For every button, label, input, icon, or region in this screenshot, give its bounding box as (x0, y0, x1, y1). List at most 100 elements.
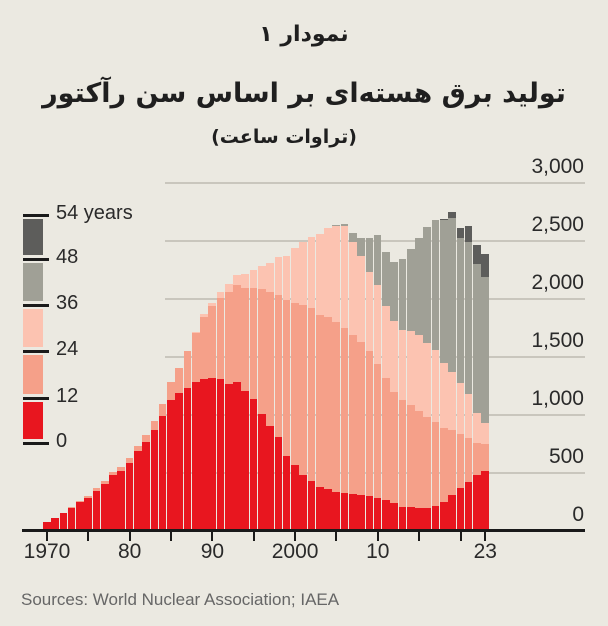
bar-segment (249, 270, 258, 288)
bar-segment (406, 331, 415, 406)
bar-segment (167, 400, 175, 530)
bar-segment (415, 410, 423, 508)
bar-segment (439, 362, 448, 428)
x-tick-label: 23 (473, 540, 497, 563)
bar-segment (109, 472, 117, 476)
bar-segment (299, 242, 308, 305)
bar-segment (456, 382, 465, 434)
bar-segment (448, 217, 456, 373)
legend-tick (23, 214, 49, 217)
bar-segment (390, 262, 398, 322)
bar-segment (373, 364, 382, 498)
bar-segment (315, 234, 324, 316)
bar-segment (332, 491, 341, 530)
bar-segment (59, 512, 68, 530)
bar-segment (315, 487, 324, 530)
bar-segment (282, 300, 291, 456)
x-tick-label: 10 (366, 540, 390, 563)
bar-segment (307, 481, 316, 530)
x-tick-label: 1970 (23, 540, 71, 563)
legend-tick (23, 397, 49, 400)
bar-segment (390, 391, 398, 504)
bar-segment (299, 304, 308, 476)
bar-segment (266, 292, 274, 426)
bar-segment (473, 443, 481, 476)
bar-segment (406, 405, 415, 508)
bar-segment (348, 335, 357, 495)
bar-segment (473, 475, 481, 530)
bar-segment (117, 466, 126, 471)
bar-segment (324, 228, 332, 317)
gridline (165, 182, 585, 184)
legend-tick (23, 304, 49, 307)
bar-segment (382, 378, 390, 500)
chart-title: تولید برق هسته‌ای بر اساس سن رآکتور (42, 78, 566, 109)
bar-segment (357, 342, 365, 496)
bar-segment (200, 314, 208, 317)
legend-label: 24 (56, 338, 79, 360)
bar-segment (158, 416, 167, 530)
legend-swatch (23, 263, 43, 301)
bar-segment (224, 292, 233, 384)
y-tick-label: 3,000 (531, 155, 584, 178)
bar-segment (332, 226, 341, 323)
bar-segment (100, 483, 109, 530)
x-tick-label: 80 (118, 540, 142, 563)
bar-segment (200, 379, 208, 530)
bar-segment (76, 502, 84, 530)
x-tick (46, 531, 48, 541)
bar-segment (423, 227, 432, 344)
bar-segment (233, 274, 241, 286)
y-tick-label: 0 (572, 503, 584, 526)
bar-segment (448, 372, 456, 431)
legend-label: 48 (56, 246, 79, 268)
x-tick (211, 531, 214, 541)
bar-segment (109, 475, 117, 530)
bar-segment (191, 331, 200, 333)
bar-segment (92, 488, 101, 491)
legend-swatch (23, 402, 43, 439)
bar-segment (324, 316, 332, 490)
bar-segment (398, 330, 407, 401)
bar-segment (481, 470, 489, 530)
bar-segment (291, 465, 299, 530)
bar-segment (464, 438, 473, 483)
bar-segment (282, 455, 291, 530)
bar-segment (340, 492, 349, 530)
x-tick (252, 531, 255, 541)
x-tick-label: 90 (200, 540, 225, 563)
bar-segment (464, 394, 473, 439)
bar-segment (291, 248, 299, 303)
bar-segment (473, 264, 481, 413)
bar-segment (423, 507, 432, 530)
bar-segment (191, 381, 200, 530)
bar-segment (348, 494, 357, 530)
bar-segment (125, 462, 134, 530)
bar-segment (125, 458, 134, 463)
bar-segment (208, 306, 217, 379)
bar-segment (76, 501, 84, 503)
bar-segment (208, 378, 217, 530)
bar-segment (142, 434, 150, 442)
legend-label: 54 years (56, 202, 133, 224)
bar-segment (431, 220, 440, 351)
bar-segment (464, 242, 473, 395)
legend-tick (23, 258, 49, 261)
bar-segment (241, 287, 250, 391)
bar-segment (431, 505, 440, 530)
bar-segment (100, 480, 109, 484)
bar-segment (274, 294, 283, 438)
bar-segment (224, 284, 233, 293)
x-axis-line (22, 529, 585, 532)
bar-segment (67, 507, 76, 508)
x-tick (459, 531, 462, 541)
legend-label: 36 (56, 292, 79, 314)
bar-segment (382, 306, 390, 379)
bar-segment (423, 343, 432, 418)
bar-segment (291, 302, 299, 466)
x-tick (170, 531, 173, 541)
bar-segment (183, 351, 192, 389)
y-tick-label: 2,500 (531, 213, 584, 236)
bar-segment (464, 482, 473, 530)
